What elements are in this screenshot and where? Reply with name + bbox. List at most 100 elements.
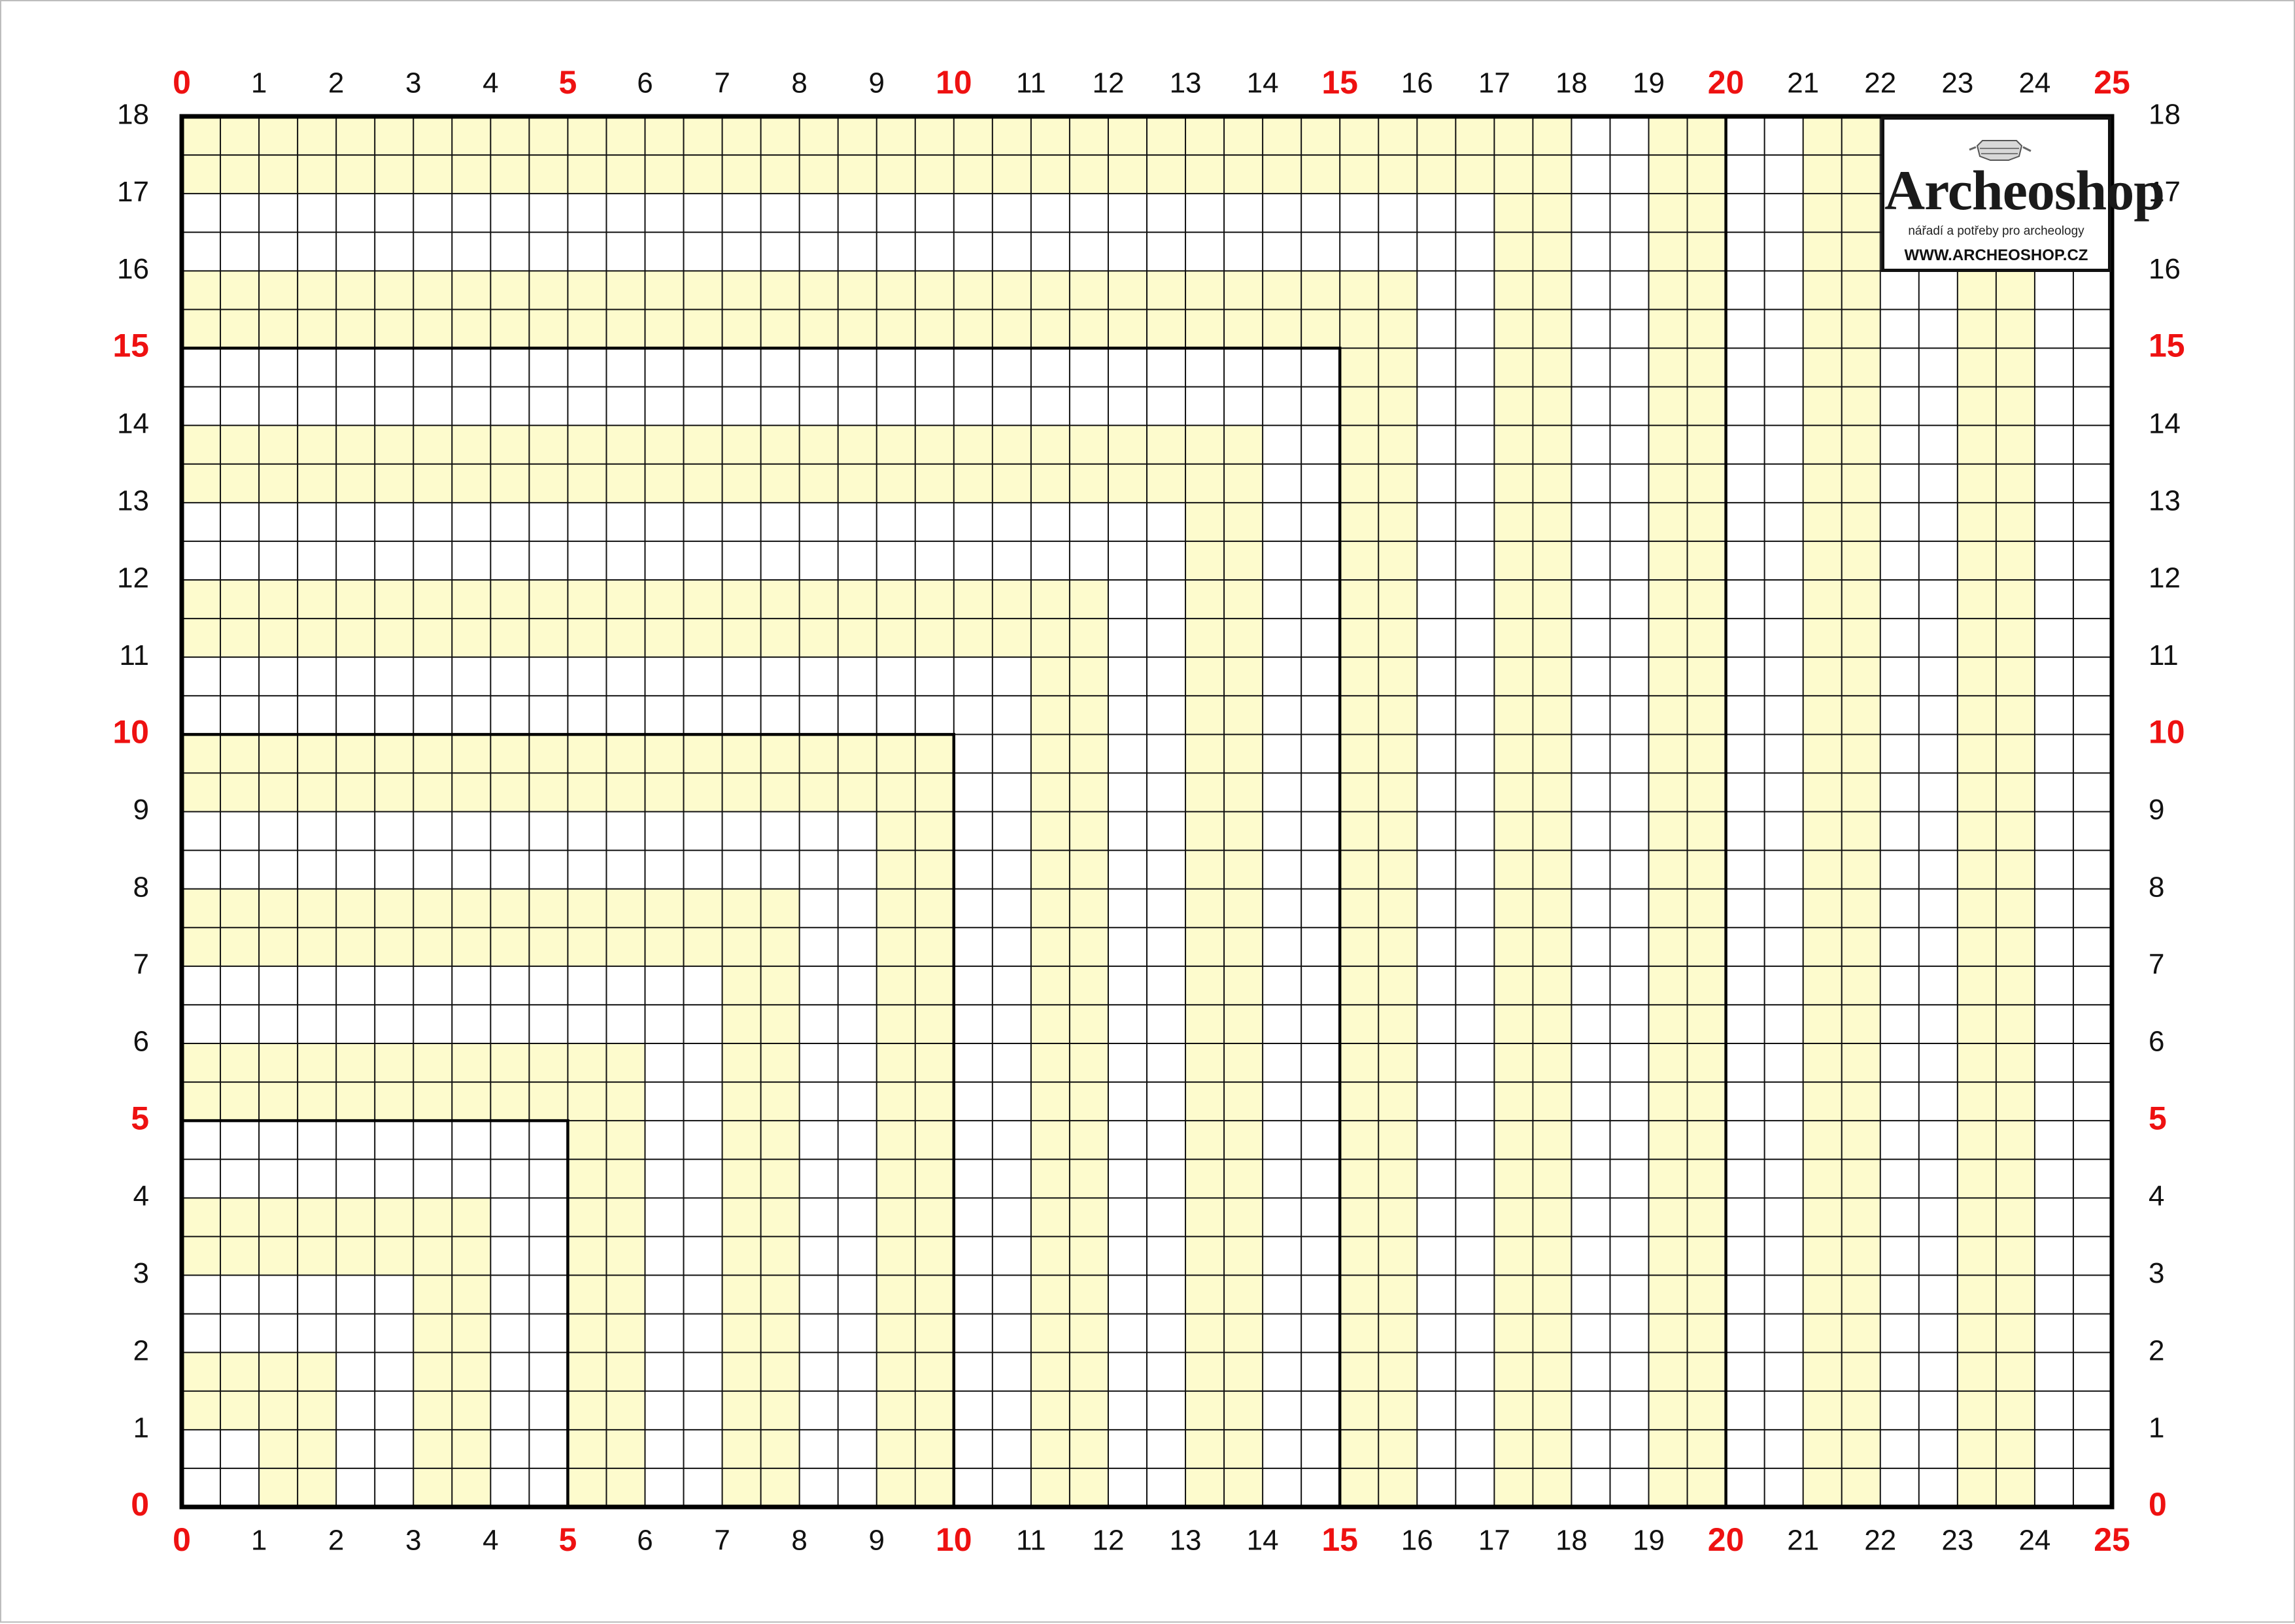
x-tick-label-top: 4 (483, 67, 498, 99)
y-tick-label-left: 8 (133, 871, 149, 903)
x-tick-label-top: 15 (1321, 64, 1358, 101)
x-tick-label-top: 19 (1633, 67, 1665, 99)
x-tick-label-bottom: 20 (1708, 1521, 1744, 1558)
x-tick-label-bottom: 11 (1016, 1525, 1046, 1557)
y-tick-label-left: 13 (117, 484, 149, 516)
x-tick-label-bottom: 5 (558, 1521, 577, 1558)
x-tick-label-bottom: 3 (405, 1525, 421, 1557)
x-tick-label-bottom: 25 (2094, 1521, 2130, 1558)
x-tick-label-top: 9 (868, 67, 884, 99)
x-tick-label-top: 13 (1170, 67, 1202, 99)
y-tick-label-right: 9 (2149, 794, 2164, 826)
y-tick-label-right: 7 (2149, 948, 2164, 980)
x-tick-label-top: 0 (173, 64, 191, 101)
x-tick-label-top: 24 (2018, 67, 2050, 99)
x-tick-label-bottom: 16 (1401, 1525, 1433, 1557)
x-tick-label-top: 11 (1016, 67, 1046, 99)
x-tick-label-top: 10 (936, 64, 972, 101)
pottery-icon (1969, 140, 2032, 161)
x-tick-label-bottom: 2 (328, 1525, 344, 1557)
y-tick-label-right: 0 (2149, 1486, 2167, 1523)
x-tick-label-bottom: 6 (637, 1525, 653, 1557)
y-tick-label-left: 10 (112, 714, 149, 751)
y-tick-label-left: 18 (117, 99, 149, 131)
x-tick-label-top: 17 (1478, 67, 1510, 99)
y-tick-label-left: 4 (133, 1180, 149, 1212)
x-tick-label-bottom: 17 (1478, 1525, 1510, 1557)
x-tick-label-top: 16 (1401, 67, 1433, 99)
x-tick-label-bottom: 8 (791, 1525, 807, 1557)
x-tick-label-bottom: 18 (1556, 1525, 1588, 1557)
x-tick-label-bottom: 9 (868, 1525, 884, 1557)
x-tick-label-bottom: 13 (1170, 1525, 1202, 1557)
y-tick-label-right: 3 (2149, 1257, 2164, 1289)
x-tick-label-top: 21 (1787, 67, 1819, 99)
y-tick-label-right: 1 (2149, 1412, 2164, 1444)
x-tick-label-top: 12 (1092, 67, 1124, 99)
y-tick-label-right: 10 (2149, 714, 2185, 751)
x-tick-label-bottom: 10 (936, 1521, 972, 1558)
y-tick-label-right: 2 (2149, 1334, 2164, 1366)
y-tick-label-right: 5 (2149, 1100, 2167, 1136)
y-tick-label-left: 1 (133, 1412, 149, 1444)
y-tick-label-left: 14 (117, 407, 149, 439)
x-tick-label-top: 8 (791, 67, 807, 99)
y-tick-label-right: 17 (2149, 176, 2181, 208)
x-tick-label-bottom: 15 (1321, 1521, 1358, 1558)
grid-lines (182, 116, 2112, 1507)
x-tick-label-top: 5 (558, 64, 577, 101)
logo-brand: Archeoshop (1884, 159, 2165, 222)
y-tick-label-left: 15 (112, 328, 149, 364)
y-tick-label-right: 12 (2149, 562, 2181, 594)
y-tick-label-left: 6 (133, 1026, 149, 1058)
x-tick-label-top: 1 (251, 67, 267, 99)
x-tick-label-bottom: 7 (714, 1525, 730, 1557)
x-tick-label-bottom: 23 (1941, 1525, 1973, 1557)
y-tick-label-left: 5 (131, 1100, 149, 1136)
x-tick-label-top: 20 (1708, 64, 1744, 101)
x-tick-label-top: 7 (714, 67, 730, 99)
y-tick-label-right: 11 (2149, 639, 2179, 671)
y-tick-label-left: 7 (133, 948, 149, 980)
boundary-square-15 (182, 347, 1342, 1507)
x-tick-label-bottom: 24 (2018, 1525, 2050, 1557)
x-tick-label-top: 23 (1941, 67, 1973, 99)
boundary-square-5 (182, 1119, 570, 1507)
x-tick-label-top: 18 (1556, 67, 1588, 99)
x-tick-label-bottom: 1 (251, 1525, 267, 1557)
archeoshop-logo[interactable]: Archeoshop nářadí a potřeby pro archeolo… (1881, 116, 2165, 272)
y-tick-label-left: 17 (117, 176, 149, 208)
y-tick-label-left: 9 (133, 794, 149, 826)
y-tick-label-right: 16 (2149, 253, 2181, 285)
y-tick-label-right: 8 (2149, 871, 2164, 903)
logo-url[interactable]: WWW.ARCHEOSHOP.CZ (1904, 246, 2088, 264)
boundary-squares (182, 116, 1727, 1507)
y-tick-label-left: 2 (133, 1334, 149, 1366)
x-tick-label-bottom: 0 (173, 1521, 191, 1558)
y-tick-label-right: 18 (2149, 99, 2181, 131)
x-tick-label-bottom: 21 (1787, 1525, 1819, 1557)
x-tick-label-top: 25 (2094, 64, 2130, 101)
logo-tagline: nářadí a potřeby pro archeology (1908, 224, 2084, 238)
x-tick-label-bottom: 19 (1633, 1525, 1665, 1557)
y-tick-label-left: 16 (117, 253, 149, 285)
x-tick-label-bottom: 4 (483, 1525, 498, 1557)
x-axis-labels-bottom: 0 1 2 3 4 5 6 7 8 9 10 11 12 13 14 15 16 17 18 19 20 21 22 23 24… (173, 1521, 2130, 1558)
x-tick-label-top: 14 (1247, 67, 1279, 99)
y-tick-label-left: 0 (131, 1486, 149, 1523)
x-tick-label-bottom: 14 (1247, 1525, 1279, 1557)
grid-frame (179, 114, 2115, 1510)
x-tick-label-top: 6 (637, 67, 653, 99)
y-tick-label-right: 6 (2149, 1026, 2164, 1058)
boundary-square-10 (182, 733, 956, 1507)
y-tick-label-left: 3 (133, 1257, 149, 1289)
x-tick-label-top: 3 (405, 67, 421, 99)
x-axis-labels-top: 0 1 2 3 4 5 6 7 8 9 10 11 12 13 14 15 16 17 18 19 20 21 22 23 24… (173, 64, 2130, 101)
x-tick-label-top: 22 (1864, 67, 1896, 99)
y-tick-label-right: 13 (2149, 484, 2181, 516)
y-tick-label-left: 11 (119, 639, 149, 671)
